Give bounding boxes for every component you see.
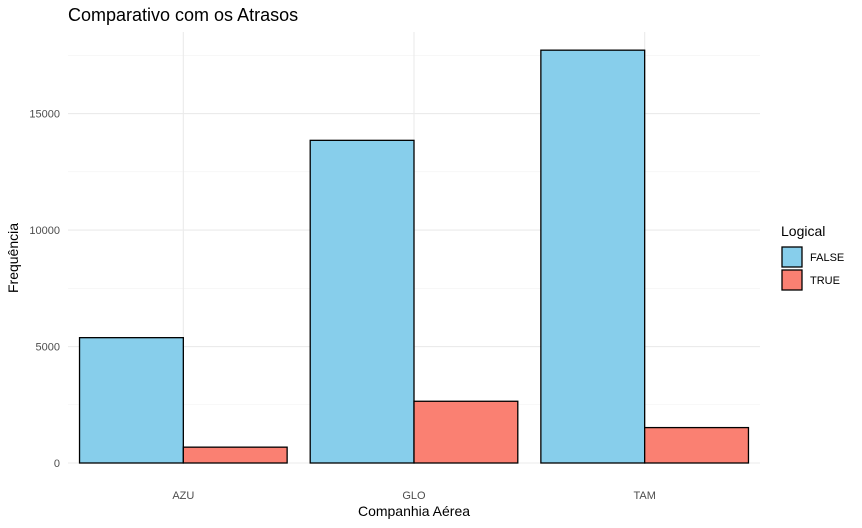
legend-key-false	[781, 246, 803, 268]
legend-label-true: TRUE	[810, 275, 840, 287]
bar-tam-false	[540, 49, 646, 464]
x-tick-label: GLO	[402, 490, 426, 502]
bar-glo-false	[309, 139, 415, 464]
legend: Logical FALSE TRUE	[781, 223, 844, 291]
bar-glo-true	[413, 400, 519, 464]
y-tick-label: 5000	[36, 342, 60, 354]
x-axis-title: Companhia Aérea	[358, 503, 470, 519]
x-tick-label: TAM	[633, 490, 655, 502]
x-axis-ticks: AZU GLO TAM	[172, 490, 656, 502]
x-tick-label: AZU	[172, 490, 194, 502]
y-tick-label: 15000	[29, 109, 60, 121]
legend-label-false: FALSE	[810, 252, 844, 264]
bars	[78, 49, 750, 464]
y-tick-label: 0	[54, 458, 60, 470]
y-axis-ticks: 0 5000 10000 15000	[29, 109, 60, 470]
chart-title: Comparativo com os Atrasos	[68, 5, 298, 25]
legend-title: Logical	[781, 223, 825, 239]
y-axis-title: Frequência	[5, 223, 21, 293]
bar-tam-true	[644, 426, 750, 464]
bar-azu-false	[78, 337, 184, 464]
bar-azu-true	[182, 446, 288, 464]
y-tick-label: 10000	[29, 225, 60, 237]
legend-key-true	[781, 269, 803, 291]
